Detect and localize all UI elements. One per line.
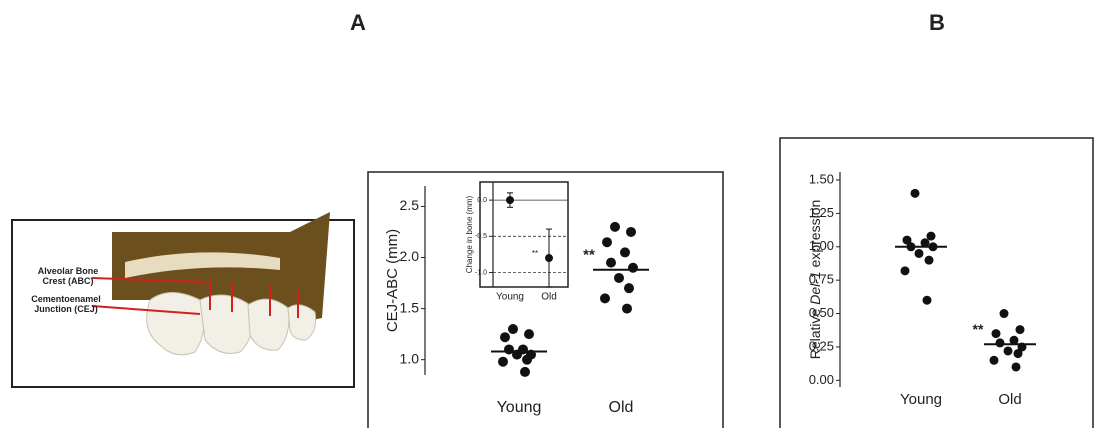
point [902, 235, 912, 245]
panel-frame [779, 137, 1094, 428]
y-tick-label: 1.50 [809, 171, 834, 186]
point [999, 309, 1009, 319]
point [914, 248, 924, 258]
y-axis-label: CEJ-ABC (mm) [384, 229, 401, 332]
point [626, 226, 636, 237]
point [920, 238, 930, 248]
y-tick-label: 0.75 [809, 272, 834, 287]
point [624, 283, 634, 294]
y-tick-label: 1.25 [809, 205, 834, 220]
label-line: Junction (CEJ) [34, 304, 98, 314]
point [1011, 362, 1021, 372]
point [1003, 346, 1013, 356]
point [610, 221, 620, 232]
point [600, 293, 610, 304]
annotation: ** [973, 321, 984, 337]
point [620, 247, 630, 258]
y-tick-label: 1.00 [809, 238, 834, 253]
point [995, 338, 1005, 348]
bone-cavity [125, 252, 280, 278]
y-axis-label-part: expression [807, 200, 823, 272]
point [1009, 335, 1019, 345]
point [508, 324, 518, 335]
point [926, 231, 936, 241]
point [910, 188, 920, 198]
y-axis-label-part: Relative [807, 305, 823, 359]
x-tick-label: Young [496, 292, 524, 303]
point [606, 257, 616, 268]
y-tick-label: 2.0 [400, 248, 420, 264]
y-axis-label-part: Del-1 [807, 271, 823, 304]
point [989, 355, 999, 365]
illustration-label: Alveolar Bone Crest (ABC) [38, 266, 99, 286]
point [628, 262, 638, 273]
illustration: Alveolar Bone Crest (ABC) Cementoenamel Ju… [11, 212, 355, 388]
inset-frame [479, 181, 569, 288]
illustration-label: Cementoenamel Junction (CEJ) [31, 294, 101, 314]
y-tick-label: -1.0 [475, 269, 487, 276]
point [1015, 325, 1025, 335]
teeth [146, 292, 317, 356]
y-axis-label: Relative Del-1 expression [807, 200, 823, 360]
y-tick-label: 0.25 [809, 338, 834, 353]
x-tick-label: Old [998, 391, 1021, 408]
point [500, 332, 510, 343]
panel-label: B [929, 10, 945, 35]
point [991, 329, 1001, 339]
point [498, 356, 508, 367]
point [545, 254, 553, 263]
label-line: Cementoenamel [31, 294, 101, 304]
x-tick-label: Young [497, 399, 542, 416]
y-tick-label: 0.00 [809, 372, 834, 387]
point [524, 329, 534, 340]
y-tick-label: 1.0 [400, 350, 420, 366]
annotation: ** [583, 247, 595, 264]
point [522, 354, 532, 365]
y-tick-label: 2.5 [400, 197, 420, 213]
panel-label: A [350, 10, 366, 35]
point [506, 196, 514, 205]
point [520, 366, 530, 377]
x-tick-label: Young [900, 391, 942, 408]
annotation: ** [532, 249, 538, 258]
markers [91, 277, 299, 318]
label-line: Alveolar Bone [38, 266, 99, 276]
y-tick-label: 0.0 [477, 197, 487, 204]
y-axis-label: Change in bone (mm) [465, 195, 474, 273]
y-tick-label: 0.50 [809, 305, 834, 320]
x-tick-label: Old [609, 399, 634, 416]
y-tick-label: -0.5 [475, 233, 487, 240]
y-tick-label: 1.5 [400, 299, 420, 315]
point [622, 303, 632, 314]
point [924, 255, 934, 265]
point [614, 272, 624, 283]
x-tick-label: Old [541, 292, 557, 303]
point [900, 266, 910, 276]
point [1013, 349, 1023, 359]
point [602, 237, 612, 248]
point [922, 295, 932, 305]
label-line: Crest (ABC) [42, 276, 93, 286]
